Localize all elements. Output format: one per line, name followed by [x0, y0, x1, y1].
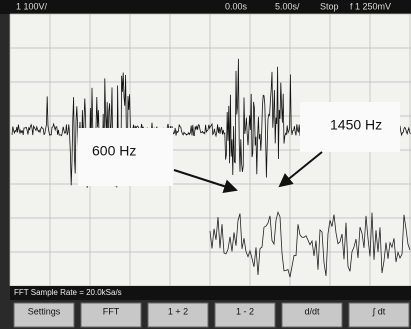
channel-scale: 1 100V/ [16, 1, 48, 11]
timebase: 5.00s/ [275, 1, 300, 11]
run-status: Stop [320, 1, 339, 11]
softkey-label[interactable]: Settings [28, 306, 61, 316]
scope-screen: 1 100V/ 0.00s 5.00s/ Stop f 1 250mV 600 … [0, 0, 411, 329]
softkey-label[interactable]: ∫ dt [372, 306, 386, 316]
time-position: 0.00s [225, 1, 248, 11]
softkey-label[interactable]: 1 + 2 [168, 306, 188, 316]
annotation: 600 Hz [92, 143, 136, 159]
page: 1 100V/ 0.00s 5.00s/ Stop f 1 250mV 600 … [0, 0, 411, 329]
annotation: 1450 Hz [330, 117, 382, 133]
softkey-label[interactable]: FFT [103, 306, 120, 316]
softkey-label[interactable]: d/dt [304, 306, 320, 316]
softkey-label[interactable]: 1 - 2 [236, 306, 254, 316]
status-line: FFT Sample Rate = 20.0kSa/s [14, 288, 122, 297]
trigger: f 1 250mV [350, 1, 391, 11]
